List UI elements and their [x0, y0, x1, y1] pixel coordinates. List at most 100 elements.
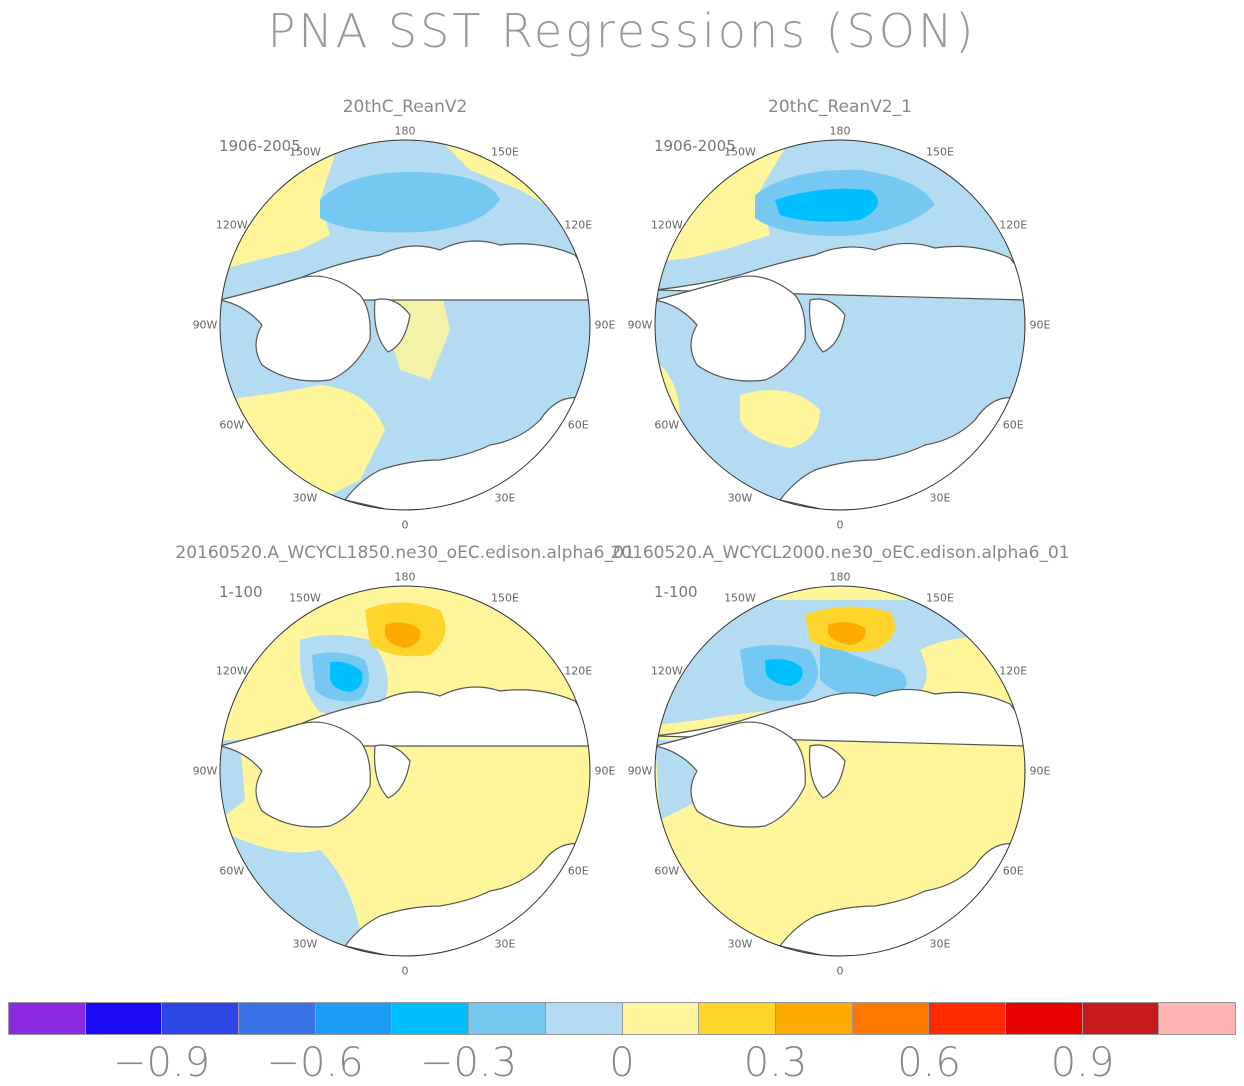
- colorbar-swatch-9: [699, 1003, 776, 1034]
- panel-period-1: 1906-2005: [219, 137, 301, 155]
- colorbar-swatch-4: [315, 1003, 393, 1034]
- anomaly-positive-core: [385, 622, 421, 648]
- lon-label-1-150E: 150E: [491, 145, 519, 159]
- lon-label-1-0: 0: [401, 518, 409, 532]
- colorbar-swatch-14: [1082, 1003, 1160, 1034]
- anomaly-positive-region: [740, 390, 820, 448]
- lon-label-1-90W: 90W: [192, 318, 218, 332]
- lon-label-4-30W: 30W: [727, 937, 753, 951]
- panel-title-3: 20160520.A_WCYCL1850.ne30_oEC.edison.alp…: [175, 543, 635, 563]
- anomaly-negative-region: [320, 171, 500, 233]
- colorbar-tick-label: 0: [609, 1040, 635, 1086]
- colorbar-tick-label: −0.6: [266, 1040, 364, 1086]
- colorbar-tick-label: −0.9: [112, 1040, 211, 1086]
- panel-title-2: 20thC_ReanV2_1: [768, 97, 912, 117]
- figure-title: PNA SST Regressions (SON): [267, 4, 977, 58]
- lon-label-4-120W: 120W: [650, 664, 683, 678]
- anomaly-negative-region: [220, 740, 245, 820]
- colorbar-swatch-3: [239, 1003, 316, 1034]
- colorbar-swatch-1: [85, 1003, 163, 1034]
- panel-period-2: 1906-2005: [654, 137, 736, 155]
- greenland-land: [373, 298, 411, 353]
- north-america-land: [220, 275, 371, 382]
- lon-label-4-150W: 150W: [724, 591, 756, 605]
- lon-label-3-120E: 120E: [564, 664, 593, 678]
- lon-label-4-60W: 60W: [654, 864, 680, 878]
- lon-label-2-120E: 120E: [999, 218, 1028, 232]
- lon-label-1-30W: 30W: [292, 491, 318, 505]
- lon-label-1-180: 180: [394, 124, 416, 138]
- lon-label-2-0: 0: [836, 518, 844, 532]
- colorbar-swatch-8: [622, 1003, 700, 1034]
- lon-label-3-60W: 60W: [219, 864, 245, 878]
- lon-label-1-120E: 120E: [564, 218, 593, 232]
- colorbar-tick-label: 0.6: [897, 1040, 961, 1086]
- lon-label-2-30W: 30W: [727, 491, 753, 505]
- lon-label-4-120E: 120E: [999, 664, 1028, 678]
- lon-label-3-180: 180: [394, 570, 416, 584]
- lon-label-2-150W: 150W: [724, 145, 756, 159]
- colorbar-swatch-7: [545, 1003, 623, 1034]
- map-border-4: [654, 585, 1026, 957]
- greenland-land: [373, 744, 411, 799]
- lon-label-1-90E: 90E: [594, 318, 616, 332]
- panel-period-4: 1-100: [654, 583, 698, 601]
- anomaly-positive-core: [828, 622, 866, 645]
- lon-label-4-0: 0: [836, 964, 844, 978]
- colorbar-swatch-0: [9, 1003, 86, 1034]
- lon-label-3-150W: 150W: [289, 591, 321, 605]
- panel-title-1: 20thC_ReanV2: [342, 97, 468, 117]
- north-america-land: [220, 721, 371, 828]
- anomaly-negative-core: [330, 661, 363, 692]
- map-border-3: [219, 585, 591, 957]
- lon-label-1-30E: 30E: [494, 491, 516, 505]
- map-border-1: [219, 139, 591, 511]
- lon-label-3-90E: 90E: [594, 764, 616, 778]
- lon-label-3-90W: 90W: [192, 764, 218, 778]
- lon-label-4-30E: 30E: [929, 937, 951, 951]
- colorbar-swatch-11: [852, 1003, 930, 1034]
- lon-label-1-150W: 150W: [289, 145, 321, 159]
- colorbar-swatch-12: [929, 1003, 1006, 1034]
- lon-label-4-150E: 150E: [926, 591, 954, 605]
- lon-label-4-90E: 90E: [1029, 764, 1051, 778]
- colorbar-swatch-2: [162, 1003, 240, 1034]
- lon-label-1-60E: 60E: [567, 418, 589, 432]
- lon-label-2-60W: 60W: [654, 418, 680, 432]
- lon-label-3-150E: 150E: [491, 591, 519, 605]
- greenland-land: [808, 744, 846, 799]
- colorbar-swatch-5: [392, 1003, 470, 1034]
- colorbar-swatch-13: [1005, 1003, 1083, 1034]
- lon-label-2-30E: 30E: [929, 491, 951, 505]
- lon-label-2-90W: 90W: [627, 318, 653, 332]
- lon-label-4-90W: 90W: [627, 764, 653, 778]
- polar-maps: [219, 139, 1026, 957]
- colorbar-tick-label: −0.3: [419, 1040, 518, 1086]
- lon-label-1-60W: 60W: [219, 418, 245, 432]
- north-america-land: [655, 275, 806, 382]
- lon-label-3-120W: 120W: [215, 664, 248, 678]
- colorbar-swatch-6: [469, 1003, 546, 1034]
- colorbar-swatch-15: [1159, 1003, 1235, 1034]
- lon-label-1-120W: 120W: [215, 218, 248, 232]
- lon-label-2-180: 180: [829, 124, 851, 138]
- map-border-2: [654, 139, 1026, 511]
- colorbar-tick-label: 0.9: [1050, 1040, 1115, 1086]
- lon-label-3-30E: 30E: [494, 937, 516, 951]
- lon-label-4-60E: 60E: [1002, 864, 1024, 878]
- lon-label-3-30W: 30W: [292, 937, 318, 951]
- lon-label-2-150E: 150E: [926, 145, 954, 159]
- colorbar: [8, 1002, 1236, 1035]
- colorbar-swatch-10: [775, 1003, 853, 1034]
- map-borders: [219, 139, 1026, 957]
- greenland-land: [808, 298, 846, 353]
- anomaly-negative-core: [765, 659, 803, 686]
- lon-label-2-120W: 120W: [650, 218, 683, 232]
- panel-title-4: 20160520.A_WCYCL2000.ne30_oEC.edison.alp…: [610, 543, 1070, 563]
- colorbar-tick-label: 0.3: [743, 1040, 808, 1086]
- lon-label-4-180: 180: [829, 570, 851, 584]
- lon-label-2-60E: 60E: [1002, 418, 1024, 432]
- lon-label-2-90E: 90E: [1029, 318, 1051, 332]
- north-america-land: [655, 721, 806, 828]
- lon-label-3-0: 0: [401, 964, 409, 978]
